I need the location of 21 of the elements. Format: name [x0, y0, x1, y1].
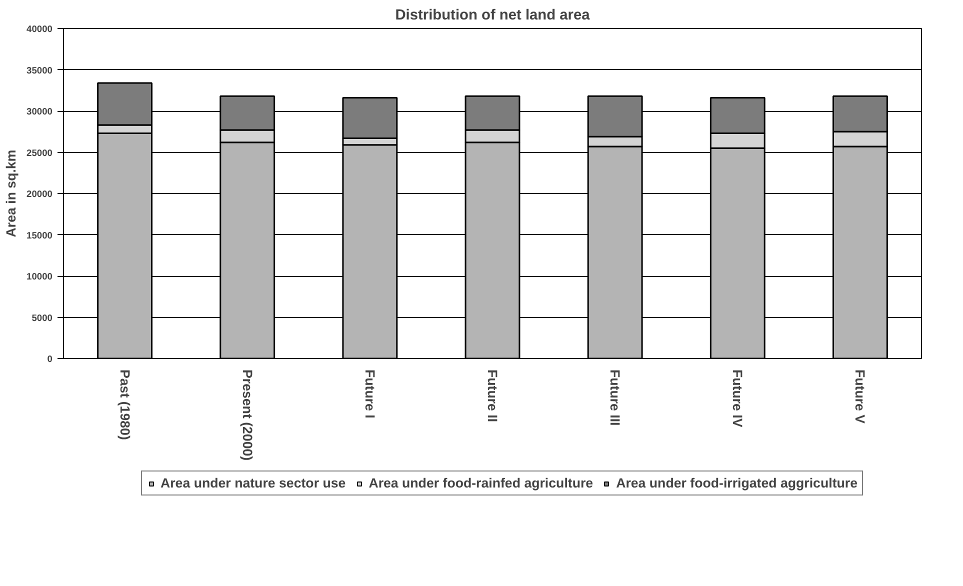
y-tick-label: 5000: [32, 312, 53, 323]
x-tick-label: Future IV: [730, 370, 746, 428]
y-tick-label: 15000: [26, 230, 53, 240]
chart-title: Distribution of net land area: [395, 8, 591, 24]
y-tick-label: 35000: [26, 65, 53, 76]
x-tick-label: Present (2000): [240, 370, 255, 461]
y-tick-label: 20000: [26, 189, 53, 199]
x-tick-label: Future II: [485, 370, 500, 422]
y-tick-label: 40000: [26, 24, 53, 34]
y-tick-label: 25000: [26, 148, 53, 158]
x-tick-label: Future III: [608, 370, 623, 426]
y-axis-title: Area in sq.km: [4, 150, 19, 238]
y-tick-label: 30000: [26, 106, 53, 116]
y-tick-label: 10000: [26, 272, 53, 282]
legend-label: Area under food-irrigated aggriculture: [616, 476, 858, 490]
x-tick-label: Past (1980): [117, 370, 132, 440]
y-tick-label: 0: [47, 354, 53, 364]
legend-label: Area under food-rainfed agriculture: [368, 476, 594, 490]
x-tick-label: Future I: [362, 370, 378, 418]
x-tick-label: Future V: [852, 370, 868, 424]
legend-label: Area under nature sector use: [160, 476, 346, 490]
